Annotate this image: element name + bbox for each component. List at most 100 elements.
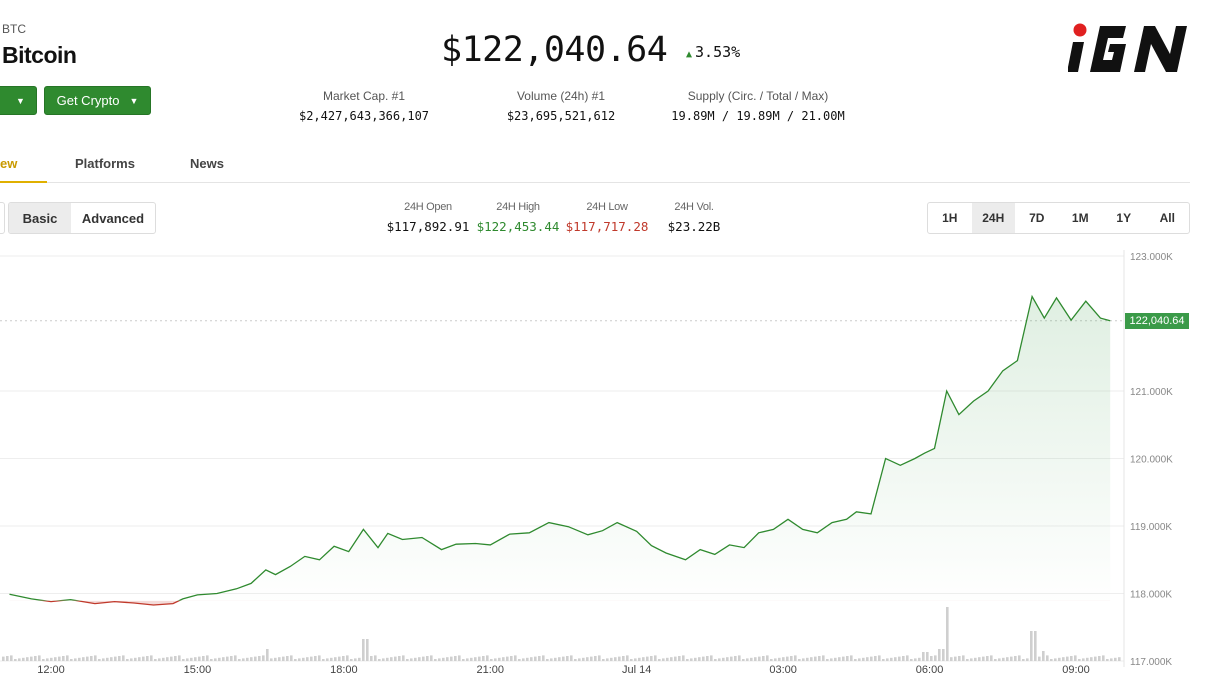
asset-name: Bitcoin <box>2 42 77 68</box>
volume-bar <box>722 657 725 661</box>
volume-bar <box>846 656 849 661</box>
volume-bar <box>338 656 341 661</box>
volume-bar <box>42 659 45 661</box>
y-tick-label: 118.000K <box>1130 590 1172 601</box>
volume-bar <box>230 656 233 661</box>
range-24h[interactable]: 24H <box>971 203 1015 233</box>
volume-bar <box>10 655 13 661</box>
basic-view-button[interactable]: Basic <box>9 203 71 233</box>
volume-bar <box>242 658 245 661</box>
volume-bar <box>458 655 461 661</box>
volume-bar <box>118 656 121 661</box>
current-price: $122,040.64 <box>441 30 668 70</box>
volume-bar <box>678 656 681 661</box>
volume-bar <box>258 656 261 661</box>
volume-bar <box>1050 659 1053 661</box>
volume-bar <box>378 659 381 661</box>
volume-bar <box>1114 657 1117 661</box>
tab-news[interactable]: News <box>190 156 224 171</box>
volume-bar <box>1018 655 1021 661</box>
volume-bar <box>374 655 377 661</box>
volume-bar <box>522 658 525 661</box>
volume-bar <box>310 656 313 661</box>
chevron-down-icon: ▼ <box>16 95 25 106</box>
volume-bar <box>822 655 825 661</box>
volume-bar <box>978 657 981 661</box>
volume-bar <box>278 657 281 661</box>
volume-bar <box>1094 656 1097 661</box>
volume-bar <box>718 658 721 661</box>
ign-logo <box>1068 23 1187 72</box>
volume-bar <box>490 659 493 661</box>
volume-bar <box>286 656 289 661</box>
range-1m[interactable]: 1M <box>1071 211 1089 225</box>
volume-bar <box>362 639 365 661</box>
volume-bar <box>1070 656 1073 661</box>
volume-bar <box>178 655 181 661</box>
volume-bar <box>606 658 609 661</box>
volume-bar <box>62 656 65 661</box>
buy-dropdown-button[interactable]: ▼ <box>0 86 37 115</box>
volume-bar <box>238 659 241 661</box>
volume-bar <box>350 659 353 661</box>
volume-bar <box>814 656 817 661</box>
volume-bar <box>94 655 97 661</box>
volume-bar <box>758 656 761 661</box>
range-7d[interactable]: 7D <box>1029 211 1045 225</box>
volume-bar <box>682 655 685 661</box>
tab-overview[interactable]: ew <box>0 156 18 171</box>
volume-bar <box>146 656 149 661</box>
volume-bar <box>982 656 985 661</box>
volume-bar <box>1030 631 1033 661</box>
volume-bar <box>54 657 57 661</box>
volume-bar <box>742 659 745 661</box>
up-arrow-icon: ▲ <box>686 49 693 60</box>
volume-bar <box>358 657 361 661</box>
volume-bar <box>966 659 969 661</box>
volume-bar <box>726 657 729 661</box>
ohlc-volume: 24H Vol. $23.22B <box>662 201 726 234</box>
chevron-down-icon: ▼ <box>129 95 139 106</box>
asset-symbol: BTC <box>2 22 26 36</box>
volume-bar <box>102 658 105 661</box>
advanced-view-button[interactable]: Advanced <box>81 210 145 226</box>
volume-bar <box>510 656 513 661</box>
volume-bar <box>14 659 17 661</box>
volume-bar <box>578 658 581 661</box>
volume-bar <box>434 659 437 661</box>
x-tick-label: 12:00 <box>37 664 65 676</box>
volume-bar <box>1010 656 1013 661</box>
volume-bar <box>526 657 529 661</box>
tab-platforms[interactable]: Platforms <box>75 156 135 171</box>
stat-supply: Supply (Circ. / Total / Max) 19.89M / 19… <box>670 89 846 123</box>
chart-type-toggle-left[interactable] <box>0 202 5 234</box>
stat-value: $23,695,521,612 <box>506 109 616 123</box>
get-crypto-button[interactable]: Get Crypto ▼ <box>44 86 151 115</box>
volume-bar <box>854 659 857 661</box>
volume-bar <box>806 657 809 661</box>
get-crypto-label: Get Crypto <box>56 93 120 108</box>
volume-bar <box>398 656 401 661</box>
volume-bar <box>546 659 549 661</box>
x-tick-label: 15:00 <box>184 664 212 676</box>
volume-bar <box>674 656 677 661</box>
volume-bar <box>418 657 421 661</box>
range-1y[interactable]: 1Y <box>1116 211 1132 225</box>
volume-bar <box>998 658 1001 661</box>
volume-bar <box>82 657 85 661</box>
volume-bar <box>346 655 349 661</box>
range-all[interactable]: All <box>1159 211 1175 225</box>
volume-bar <box>1054 658 1057 661</box>
volume-bar <box>18 658 21 661</box>
volume-bar <box>558 657 561 661</box>
stat-label: Market Cap. #1 <box>322 89 406 103</box>
volume-bar <box>1006 657 1009 661</box>
volume-bar <box>706 656 709 661</box>
volume-bar <box>914 658 917 661</box>
volume-bar <box>1046 655 1049 661</box>
volume-bar <box>486 655 489 661</box>
price-area-up <box>9 296 1111 601</box>
range-1h[interactable]: 1H <box>942 211 958 225</box>
volume-bar <box>642 657 645 661</box>
